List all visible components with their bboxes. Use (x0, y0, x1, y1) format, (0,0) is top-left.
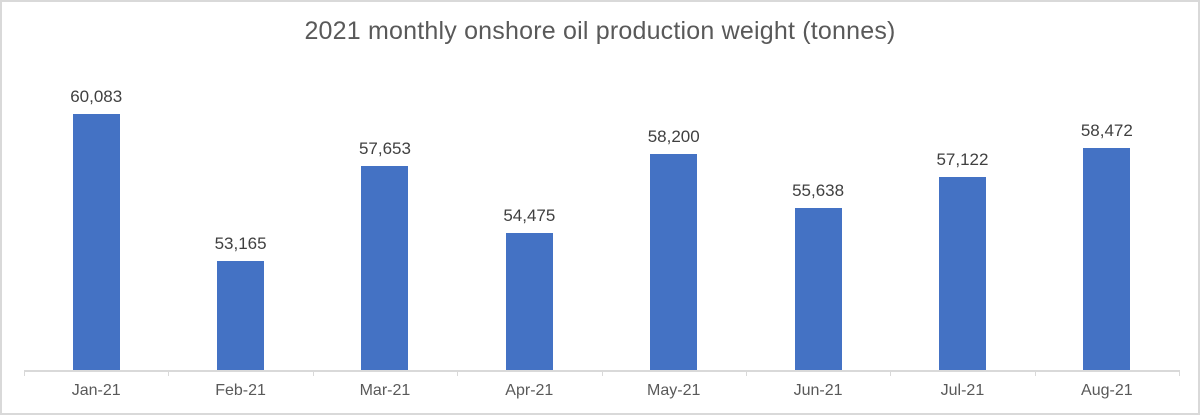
bar-mar-21 (361, 166, 409, 371)
category-slot: 55,638 Jun-21 (746, 105, 890, 399)
x-tick-label: Jun-21 (793, 382, 843, 399)
category-slot: 58,200 May-21 (602, 105, 746, 399)
category-slot: 57,122 Jul-21 (890, 105, 1034, 399)
category-slot: 60,083 Jan-21 (24, 87, 168, 399)
x-axis-tick (457, 370, 459, 376)
data-label: 60,083 (70, 86, 123, 106)
bar-jul-21 (938, 177, 986, 371)
data-label: 55,638 (792, 180, 845, 200)
bar-apr-21 (505, 233, 553, 371)
x-axis-tick (601, 370, 603, 376)
x-axis-tick (745, 370, 747, 376)
x-axis-tick (312, 370, 314, 376)
data-label: 58,200 (647, 126, 700, 146)
x-tick-label: Apr-21 (505, 382, 554, 399)
x-axis-tick (24, 370, 25, 376)
bar-may-21 (650, 154, 698, 371)
x-tick-label: Feb-21 (215, 382, 266, 399)
data-label: 57,122 (936, 149, 989, 169)
bar-jan-21 (72, 114, 120, 371)
bar-jun-21 (794, 208, 842, 371)
x-tick-label: Jul-21 (940, 382, 985, 399)
data-label: 53,165 (214, 233, 267, 253)
plot-area: 60,083 Jan-21 53,165 Feb-21 57,653 Mar-21 54,4… (24, 87, 1179, 399)
x-tick-label: Mar-21 (359, 382, 411, 399)
x-tick-label: Jan-21 (71, 382, 121, 399)
x-axis-tick (890, 370, 892, 376)
category-slot: 58,472 Aug-21 (1035, 105, 1179, 399)
x-tick-label: Aug-21 (1081, 382, 1133, 399)
x-axis-tick (1179, 370, 1180, 376)
category-slot: 53,165 Feb-21 (168, 105, 312, 399)
bar-feb-21 (217, 261, 265, 371)
chart-title: 2021 monthly onshore oil production weig… (304, 17, 896, 45)
data-label: 57,653 (358, 138, 411, 158)
bar-aug-21 (1083, 148, 1131, 371)
category-slot: 54,475 Apr-21 (457, 105, 601, 399)
data-label: 54,475 (503, 205, 556, 225)
x-axis-tick (1034, 370, 1036, 376)
x-axis-tick (168, 370, 170, 376)
data-label: 58,472 (1080, 120, 1133, 140)
x-tick-label: May-21 (647, 382, 701, 399)
category-slot: 57,653 Mar-21 (313, 105, 457, 399)
